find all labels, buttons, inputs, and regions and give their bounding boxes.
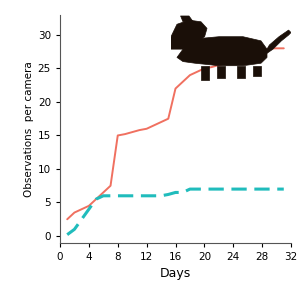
Y-axis label: Observations  per camera: Observations per camera [24,61,34,197]
X-axis label: Days: Days [160,267,191,280]
